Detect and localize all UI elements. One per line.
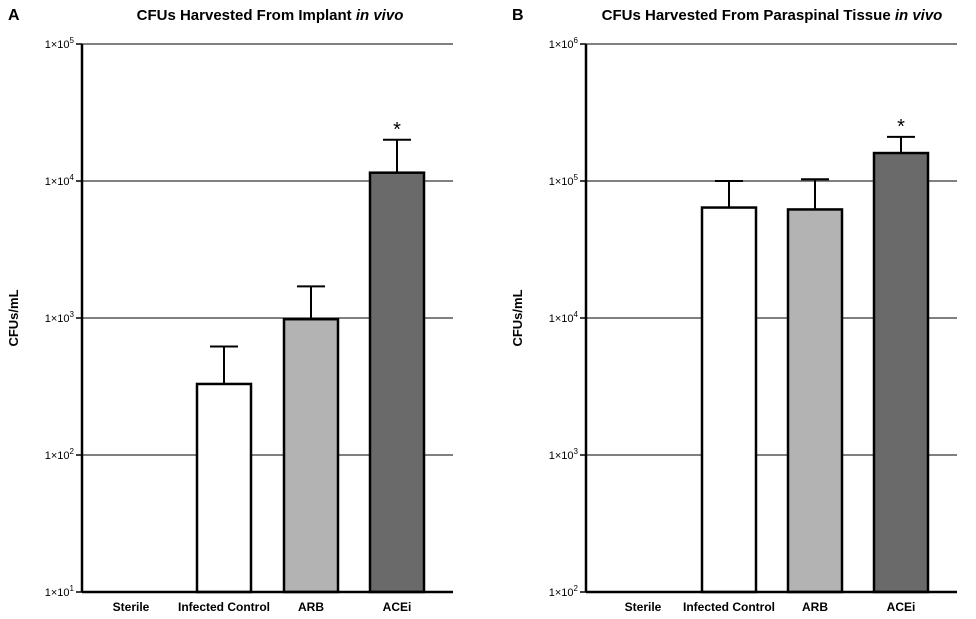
y-tick-exponent: 1 — [70, 584, 75, 593]
y-tick-exponent: 4 — [70, 173, 75, 182]
bar — [700, 206, 758, 594]
y-tick-exponent: 3 — [70, 310, 75, 319]
y-tick-label: 1×105 — [45, 36, 75, 51]
y-tick-exponent: 6 — [574, 36, 579, 45]
y-tick-exponent: 5 — [574, 173, 579, 182]
bar — [368, 171, 426, 594]
y-tick-base: 1×10 — [549, 313, 574, 325]
bar — [195, 382, 253, 594]
panel-label: B — [512, 7, 524, 24]
chart-title: CFUs Harvested From Paraspinal Tissue in… — [602, 7, 943, 24]
panel-label: A — [8, 7, 20, 24]
y-tick-base: 1×10 — [45, 450, 70, 462]
y-tick-label: 1×103 — [549, 447, 579, 462]
y-tick-label: 1×106 — [549, 36, 579, 51]
chart-title: CFUs Harvested From Implant in vivo — [137, 7, 404, 24]
y-tick-base: 1×10 — [45, 39, 70, 51]
y-tick-base: 1×10 — [549, 587, 574, 599]
panel-b: B CFUs Harvested From Paraspinal Tissue i… — [510, 7, 957, 614]
y-tick-base: 1×10 — [45, 587, 70, 599]
bar — [282, 317, 340, 594]
x-tick-label: Infected Control — [178, 600, 270, 614]
y-tick-base: 1×10 — [549, 39, 574, 51]
chart-title-italic: in vivo — [356, 7, 404, 24]
y-axis-label: CFUs/mL — [510, 289, 525, 346]
x-tick-label: ARB — [802, 600, 828, 614]
y-tick-exponent: 3 — [574, 447, 579, 456]
chart-title-italic: in vivo — [895, 7, 943, 24]
y-tick-label: 1×104 — [549, 310, 579, 325]
y-tick-exponent: 5 — [70, 36, 75, 45]
bar — [786, 208, 844, 594]
x-tick-label: ARB — [298, 600, 324, 614]
x-tick-label: Sterile — [113, 600, 150, 614]
panel-a: A CFUs Harvested From Implant in vivo 1×10… — [6, 7, 453, 614]
y-tick-label: 1×104 — [45, 173, 75, 188]
y-tick-base: 1×10 — [549, 176, 574, 188]
x-tick-label: ACEi — [383, 600, 412, 614]
y-tick-base: 1×10 — [549, 450, 574, 462]
x-tick-label: Sterile — [625, 600, 662, 614]
x-tick-label: Infected Control — [683, 600, 775, 614]
significance-star: * — [393, 119, 401, 141]
bar — [872, 151, 930, 594]
chart-title-main: CFUs Harvested From Paraspinal Tissue — [602, 7, 895, 24]
y-tick-base: 1×10 — [45, 176, 70, 188]
y-tick-base: 1×10 — [45, 313, 70, 325]
y-tick-exponent: 2 — [70, 447, 75, 456]
y-tick-label: 1×105 — [549, 173, 579, 188]
y-tick-label: 1×101 — [45, 584, 75, 599]
y-tick-label: 1×102 — [549, 584, 579, 599]
x-tick-label: ACEi — [887, 600, 916, 614]
y-tick-exponent: 4 — [574, 310, 579, 319]
y-tick-label: 1×102 — [45, 447, 75, 462]
y-axis-label: CFUs/mL — [6, 289, 21, 346]
y-tick-exponent: 2 — [574, 584, 579, 593]
y-tick-label: 1×103 — [45, 310, 75, 325]
significance-star: * — [897, 116, 905, 138]
chart-title-main: CFUs Harvested From Implant — [137, 7, 356, 24]
